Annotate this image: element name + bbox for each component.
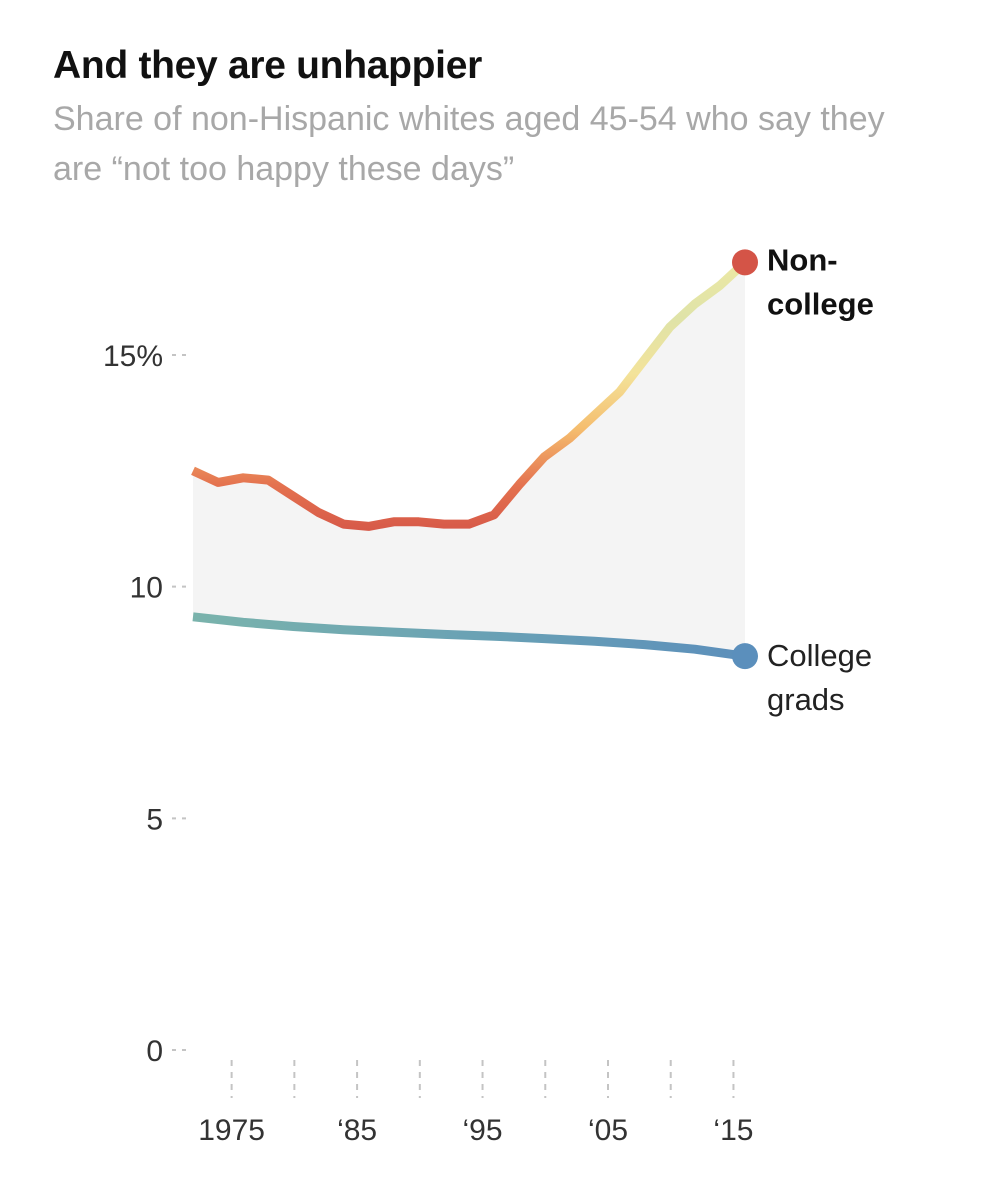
series-line-college-grads [192,612,746,661]
series-layer [191,249,758,670]
series-line-non-college [191,258,749,531]
gap-area-layer [193,262,745,657]
y-tick-label: 10 [130,572,163,605]
gap-area [193,262,745,657]
series-label-non-college: college [767,286,874,321]
series-end-marker-non-college [732,249,758,276]
x-tick-label: ‘85 [337,1114,377,1147]
x-tick-label: ‘95 [463,1114,503,1147]
chart-title: And they are unhappier [53,44,482,87]
y-axis: 0 5 10 15% [103,340,190,1068]
x-tick-label: ‘15 [713,1114,753,1147]
y-tick-label: 15% [103,340,163,373]
y-tick-label: 5 [146,803,163,836]
y-tick-label: 0 [146,1035,163,1068]
series-label-college-grads: grads [767,682,845,717]
chart-subtitle: Share of non-Hispanic whites aged 45-54 … [53,100,885,188]
x-axis: 1975 ‘85 ‘95 ‘05 ‘15 [198,1060,753,1147]
series-end-marker-college-grads [732,643,758,670]
series-label-college-grads: College [767,638,872,673]
x-tick-label: ‘05 [588,1114,628,1147]
series-label-non-college: Non- [767,242,838,277]
x-tick-label: 1975 [198,1114,265,1147]
series-label-layer: Non-college College grads [767,242,874,717]
